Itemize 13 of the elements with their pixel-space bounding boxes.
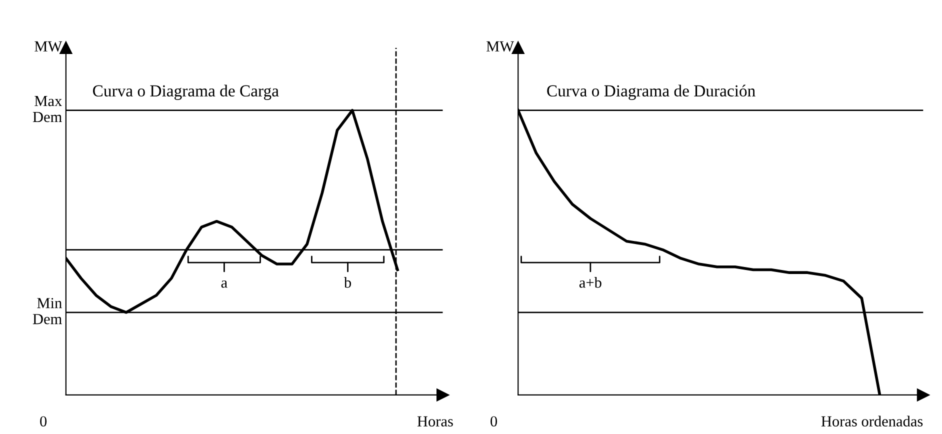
annotation: a (221, 280, 228, 288)
chart-title: Curva o Diagrama de Duración (547, 84, 756, 100)
annotation: a+b (579, 277, 602, 288)
annotation: b (344, 277, 352, 288)
y-axis-title: MW (34, 41, 62, 52)
ref-line-label: Min Dem (32, 298, 62, 324)
x-axis-title: Horas ordenadas (821, 416, 923, 427)
y-axis-title: MW (486, 41, 514, 52)
chart-title: Curva o Diagrama de Carga (93, 84, 279, 100)
ref-line-label: Max Dem (32, 96, 62, 122)
x-axis-title: Horas (417, 416, 453, 427)
text: 0 (40, 416, 47, 427)
text: 0 (490, 416, 498, 427)
